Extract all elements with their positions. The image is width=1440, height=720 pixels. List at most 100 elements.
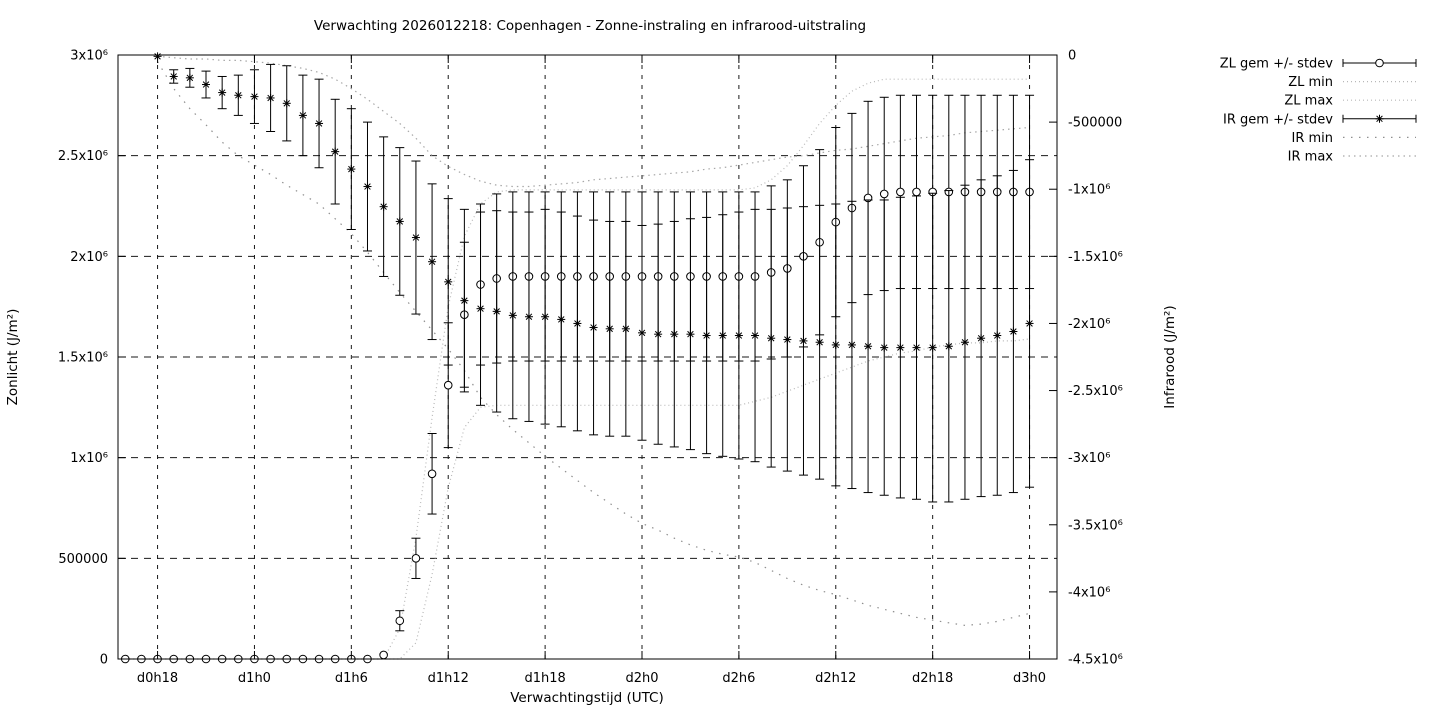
y-right-tick-label: -3x10⁶ [1068,451,1110,466]
y-left-tick-label: 3x10⁶ [70,49,108,64]
data-point-asterisk [348,165,355,173]
x-tick-label: d1h6 [335,671,368,686]
legend-item: IR min [1291,131,1416,146]
axes [117,54,1058,660]
data-point-asterisk [751,332,759,339]
legend-item: ZL max [1284,94,1416,109]
data-point-circle [879,189,889,199]
data-point-asterisk [509,312,517,319]
data-point-circle [395,616,405,626]
data-point-asterisk [331,148,339,155]
data-point-asterisk [784,336,791,343]
legend-label: IR min [1291,131,1333,146]
series-ir-gem-stdev [153,52,1035,503]
legend-item: ZL min [1288,75,1416,90]
y-right-tick-label: 0 [1068,49,1076,64]
data-point-asterisk [444,278,452,286]
legend-item: IR gem +/- stdev [1223,112,1417,127]
data-point-asterisk [267,94,274,102]
data-point-asterisk [832,341,840,349]
data-point-asterisk [719,332,726,339]
legend-marker-circle [1375,58,1384,68]
y-right-tick-label: -2.5x10⁶ [1068,384,1123,399]
x-tick-label: d1h18 [524,671,565,686]
data-point-asterisk [880,344,888,351]
y-left-tick-label: 1x10⁶ [70,451,108,466]
data-point-circle [912,187,921,197]
data-point-asterisk [848,341,856,349]
chart-title: Verwachting 2026012218: Copenhagen - Zon… [314,18,866,34]
data-point-asterisk [299,112,307,119]
data-point-asterisk [864,343,872,350]
data-point-circle [427,469,437,479]
data-point-asterisk [654,330,662,338]
data-point-asterisk [913,344,920,351]
legend-item: IR max [1288,150,1416,165]
data-point-asterisk [638,329,646,337]
data-point-asterisk [687,330,694,338]
data-point-asterisk [396,218,404,225]
data-point-asterisk [929,344,936,351]
data-point-asterisk [235,92,242,99]
data-point-circle [411,554,421,563]
data-point-asterisk [251,93,258,100]
x-tick-label: d2h6 [722,671,755,686]
x-axis-label: Verwachtingstijd (UTC) [510,690,664,706]
y-right-axis-label: Infrarood (J/m²) [1162,305,1178,408]
legend-marker-asterisk [1376,115,1383,123]
legend-item: ZL gem +/- stdev [1220,57,1417,72]
data-point-circle [896,187,905,197]
data-point-asterisk [477,305,484,312]
x-tick-label: d1h0 [238,671,271,686]
x-tick-label: d2h0 [625,671,658,686]
data-point-asterisk [767,334,775,342]
data-point-asterisk [364,183,371,190]
data-point-asterisk [993,332,1001,339]
data-point-asterisk [283,100,290,107]
y-right-tick-label: -2x10⁶ [1068,317,1110,332]
data-point-asterisk [541,313,549,320]
data-point-asterisk [1010,328,1017,335]
y-left-tick-label: 2.5x10⁶ [58,149,108,164]
legend-label: ZL gem +/- stdev [1220,57,1334,72]
data-point-asterisk [315,120,323,127]
y-left-axis-label: Zonlicht (J/m²) [5,309,21,406]
legend-label: ZL max [1284,94,1333,109]
y-right-tick-label: -500000 [1068,116,1122,131]
data-point-asterisk [493,308,500,315]
data-point-circle [443,380,453,390]
data-point-asterisk [816,338,823,346]
data-point-asterisk [170,73,177,80]
legend-label: IR gem +/- stdev [1223,112,1333,127]
y-right-tick-label: -1x10⁶ [1068,183,1110,198]
data-point-asterisk [380,203,387,210]
legend: ZL gem +/- stdev ZL min ZL max IR gem +/- s… [1220,57,1417,165]
data-point-asterisk [671,330,678,338]
data-point-asterisk [558,316,565,323]
data-point-asterisk [461,297,468,304]
y-right-tick-label: -4x10⁶ [1068,585,1110,600]
y-left-tick-label: 0 [100,653,108,668]
data-point-asterisk [590,324,597,331]
y-left-tick-label: 500000 [58,552,108,567]
data-point-asterisk [945,343,953,350]
x-tick-label: d1h12 [428,671,469,686]
data-point-circle [379,650,388,660]
data-point-asterisk [961,338,969,346]
x-tick-label: d0h18 [137,671,178,686]
tick-labels: 0 500000 1x10⁶ 1.5x10⁶ 2x10⁶ 2.5x10⁶ 3x10⁶ 0 -50… [58,49,1123,687]
legend-label: IR max [1288,150,1334,165]
y-right-tick-label: -3.5x10⁶ [1068,518,1123,533]
x-tick-label: d2h12 [815,671,856,686]
data-point-asterisk [202,81,210,88]
data-point-asterisk [622,325,630,333]
series-line-ir-max [157,55,1030,188]
data-point-asterisk [606,325,613,333]
x-tick-label: d2h18 [912,671,953,686]
y-left-tick-label: 2x10⁶ [70,250,108,265]
y-right-tick-label: -1.5x10⁶ [1068,250,1123,265]
x-tick-label: d3h0 [1013,671,1046,686]
data-point-asterisk [412,234,420,241]
